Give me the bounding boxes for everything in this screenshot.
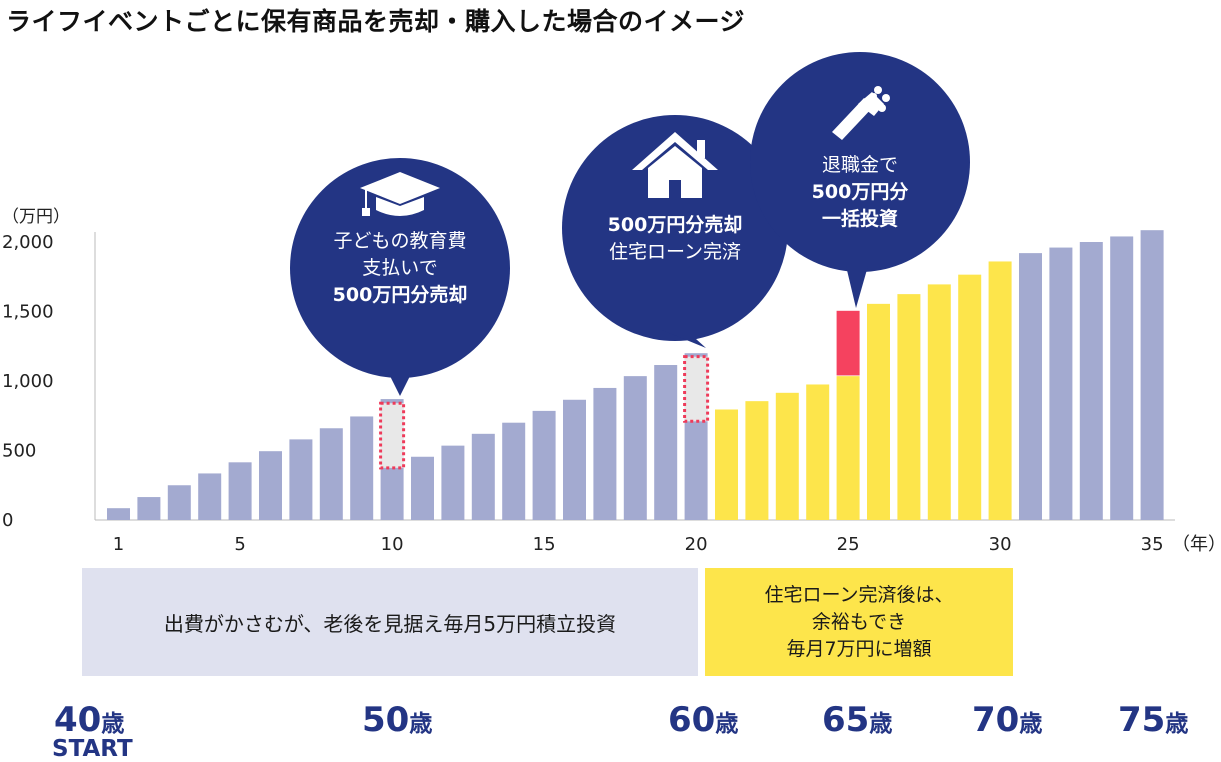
x-tick-label: 25: [837, 534, 860, 555]
age-70: 70歳: [972, 700, 1043, 740]
x-unit-label: （年）: [1172, 534, 1221, 555]
bar-12: [441, 445, 465, 520]
bar-24: [806, 384, 830, 520]
x-tick-label: 5: [234, 534, 245, 555]
y-unit-label: （万円）: [2, 207, 70, 227]
bar-4: [198, 473, 222, 520]
housing-bubble-text: 500万円分売却 住宅ローン完済: [570, 212, 780, 266]
bar-31: [1019, 253, 1042, 520]
education-bubble: [290, 158, 510, 396]
bar-33: [1079, 242, 1103, 520]
bar-27: [897, 294, 921, 520]
bar-15: [532, 410, 556, 520]
housing-bubble: [562, 115, 788, 348]
x-tick-label: 1: [113, 534, 124, 555]
bar-26: [867, 303, 890, 520]
x-tick-label: 35: [1141, 534, 1164, 555]
x-tick-label: 20: [685, 534, 708, 555]
bar-11: [411, 456, 434, 520]
bar-13: [471, 433, 495, 520]
bar-30: [988, 261, 1012, 520]
x-tick-label: 15: [533, 534, 556, 555]
y-tick-label: 2,000: [2, 232, 54, 253]
bar-35: [1140, 230, 1164, 520]
bar-16: [563, 399, 586, 520]
education-line-1: 子どもの教育費: [333, 230, 467, 252]
retirement-bubble-text: 退職金で 500万円分 一括投資: [760, 152, 960, 233]
bar-34: [1110, 236, 1134, 520]
post-loan-period-band: 住宅ローン完済後は、 余裕もでき 毎月7万円に増額: [705, 568, 1013, 676]
education-line-3: 500万円分売却: [332, 284, 468, 306]
retirement-bubble: [750, 52, 970, 308]
housing-line-1: 500万円分売却: [607, 214, 743, 236]
bought-marker-25: [836, 310, 860, 376]
bar-21: [715, 409, 738, 520]
bar-2: [137, 497, 161, 520]
education-bubble-text: 子どもの教育費 支払いで 500万円分売却: [300, 228, 500, 309]
retirement-line-3: 一括投資: [821, 208, 898, 230]
bar-9: [350, 416, 374, 520]
bar-3: [167, 485, 191, 520]
education-line-2: 支払いで: [362, 257, 438, 279]
post-loan-line-2: 余裕もでき: [811, 610, 907, 633]
age-60: 60歳: [668, 700, 739, 740]
graduation-cap-icon: [360, 172, 440, 216]
bar-25: [836, 376, 860, 520]
post-loan-line-3: 毎月7万円に増額: [786, 637, 932, 660]
bouquet-icon: [832, 86, 890, 140]
bar-32: [1049, 247, 1073, 520]
bar-22: [745, 401, 769, 520]
y-tick-label: 1,500: [2, 302, 54, 323]
age-65: 65歳: [822, 700, 893, 740]
y-tick-label: 0: [2, 510, 13, 531]
bar-19: [654, 365, 678, 520]
age-50: 50歳: [362, 700, 433, 740]
savings-period-text: 出費がかさむが、老後を見据え毎月5万円積立投資: [163, 611, 617, 636]
x-tick-label: 30: [989, 534, 1012, 555]
savings-period-band: 出費がかさむが、老後を見据え毎月5万円積立投資: [82, 568, 698, 676]
age-40: 40歳: [54, 700, 125, 740]
bar-14: [502, 422, 526, 520]
bar-28: [927, 284, 951, 520]
housing-line-2: 住宅ローン完済: [608, 241, 742, 263]
age-75: 75歳: [1118, 700, 1189, 740]
sold-marker-10: [379, 401, 406, 470]
bar-5: [228, 462, 252, 520]
post-loan-line-1: 住宅ローン完済後は、: [764, 583, 954, 606]
bar-7: [289, 439, 313, 520]
bar-29: [958, 274, 982, 520]
x-tick-label: 10: [381, 534, 404, 555]
retirement-line-2: 500万円分: [811, 181, 909, 203]
bar-8: [319, 428, 343, 520]
start-label: START: [52, 736, 133, 762]
bar-17: [593, 387, 617, 520]
house-icon: [632, 132, 718, 198]
bar-18: [623, 376, 647, 520]
bar-1: [107, 508, 130, 520]
retirement-line-1: 退職金で: [821, 154, 898, 176]
sold-marker-20: [683, 355, 710, 423]
y-tick-label: 1,000: [2, 371, 54, 392]
bar-23: [775, 392, 799, 520]
chart-title: ライフイベントごとに保有商品を売却・購入した場合のイメージ: [6, 7, 746, 36]
bar-6: [259, 451, 282, 520]
y-tick-label: 500: [2, 441, 36, 462]
